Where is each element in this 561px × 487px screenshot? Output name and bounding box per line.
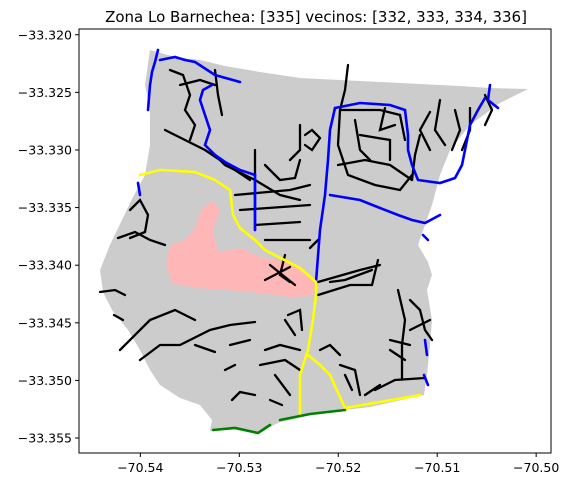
x-tick-label: −70.51 [414, 460, 460, 475]
y-tick-label: −33.325 [18, 85, 72, 100]
y-tick-label: −33.350 [18, 373, 72, 388]
y-tick-label: −33.320 [18, 27, 72, 42]
y-tick-label: −33.355 [18, 431, 72, 446]
neighbor-borders [136, 48, 500, 387]
chart-title: Zona Lo Barnechea: [335] vecinos: [332, … [105, 8, 527, 26]
y-tick-label: −33.330 [18, 142, 72, 157]
neighbor-border-yellow [138, 168, 422, 417]
zone-polygon [100, 50, 528, 432]
x-tick-label: −70.50 [513, 460, 559, 475]
y-tick-label: −33.335 [18, 200, 72, 215]
x-tick-label: −70.53 [216, 460, 262, 475]
x-tick-label: −70.54 [117, 460, 163, 475]
x-axis: −70.54 −70.53 −70.52 −70.51 −70.50 [117, 453, 559, 475]
neighbor-border-green [211, 408, 347, 435]
street-network [98, 63, 494, 407]
y-axis: −33.320 −33.325 −33.330 −33.335 −33.340 −33.3… [18, 27, 79, 446]
y-tick-label: −33.340 [18, 258, 72, 273]
x-tick-label: −70.52 [315, 460, 361, 475]
y-tick-label: −33.345 [18, 315, 72, 330]
axes-frame [78, 28, 552, 454]
plot-area [98, 48, 528, 435]
